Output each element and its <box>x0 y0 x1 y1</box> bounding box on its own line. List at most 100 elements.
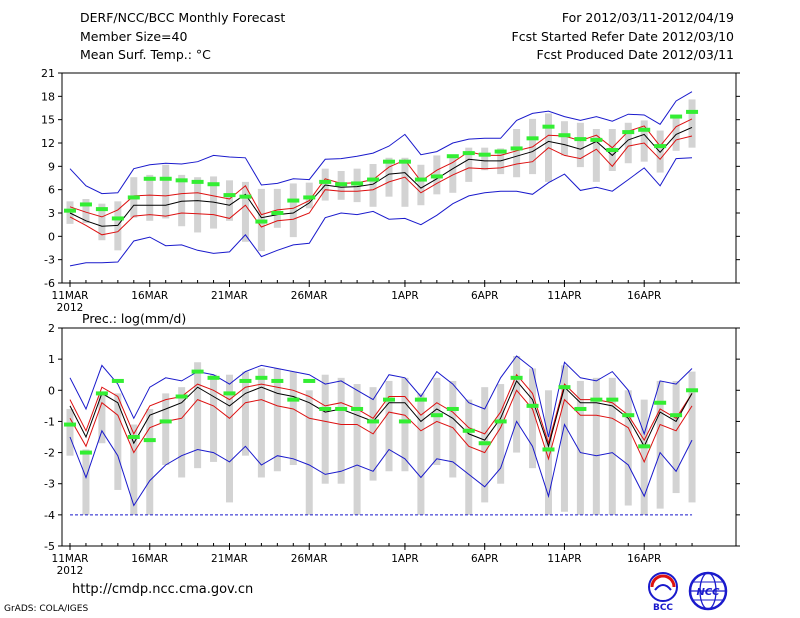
temp-xtick-label-11APR: 11APR <box>547 290 581 302</box>
temp-climatology-mark-day-27 <box>478 152 491 157</box>
temp-range-box-day-21 <box>385 157 393 197</box>
prec-range-box-day-14 <box>273 368 281 472</box>
prec-xtick-label-6APR: 6APR <box>471 553 499 565</box>
prec-climatology-mark-day-17 <box>319 406 332 411</box>
temp-p75-line <box>69 118 693 218</box>
prec-xtick-label-16APR: 16APR <box>627 553 661 565</box>
ncc-logo-text: NCC <box>696 587 720 598</box>
prec-range-box-day-19 <box>353 384 361 515</box>
prec-xtick-label-16MAR: 16MAR <box>131 553 168 565</box>
prec-climatology-mark-day-39 <box>670 413 683 418</box>
prec-range-box-day-12 <box>241 371 249 456</box>
prec-p75-line <box>69 373 693 445</box>
temp-range-box-day-32 <box>560 121 568 156</box>
bcc-logo: BCC <box>648 572 678 612</box>
temp-climatology-mark-day-35 <box>606 148 619 152</box>
prec-climatology-mark-day-34 <box>590 397 603 402</box>
prec-ytick-label--4: -4 <box>44 509 55 522</box>
prec-xtick-label-21MAR: 21MAR <box>211 553 248 565</box>
source-url[interactable]: http://cmdp.ncc.cma.gov.cn <box>72 582 254 597</box>
temp-ytick-label-18: 18 <box>41 90 55 103</box>
temp-ytick-label-6: 6 <box>48 184 55 197</box>
start-date: Fcst Started Refer Date 2012/03/10 <box>511 29 735 44</box>
temp-plot-frame <box>61 72 737 284</box>
temp-climatology-mark-day-6 <box>143 176 156 181</box>
prec-climatology-mark-day-40 <box>686 388 699 393</box>
temp-xtick-year-label: 2012 <box>57 302 84 314</box>
chart-title: DERF/NCC/BCC Monthly Forecast <box>80 10 286 25</box>
prec-median-line <box>69 379 693 449</box>
prec-climatology-mark-day-31 <box>542 447 555 452</box>
temp-climatology-mark-day-31 <box>542 124 555 129</box>
temp-range-box-day-14 <box>273 188 281 228</box>
prec-climatology-mark-day-25 <box>446 406 459 411</box>
temp-ytick-label-0: 0 <box>48 230 55 243</box>
prec-range-box-day-15 <box>289 371 297 466</box>
prec-climatology-mark-day-3 <box>95 391 108 396</box>
prec-min-line <box>69 420 693 507</box>
temp-climatology-mark-day-11 <box>223 193 236 198</box>
prec-range-box-day-37 <box>640 399 648 515</box>
prec-range-box-day-38 <box>656 380 664 509</box>
temp-climatology-mark-day-32 <box>558 133 571 138</box>
prec-climatology-mark-day-22 <box>398 419 411 424</box>
prec-max-line <box>69 355 693 438</box>
temp-climatology-mark-day-25 <box>446 154 459 159</box>
temp-range-box-day-39 <box>672 115 680 151</box>
prec-climatology-mark-day-1 <box>64 422 76 427</box>
temp-climatology-mark-day-34 <box>590 137 603 142</box>
prec-climatology-mark-day-23 <box>414 397 427 402</box>
member-size: Member Size=40 <box>80 29 188 44</box>
temp-climatology-mark-day-37 <box>638 127 651 132</box>
temp-climatology-mark-day-39 <box>670 114 683 119</box>
temp-range-box-day-15 <box>289 183 297 238</box>
prec-climatology-mark-day-21 <box>383 397 395 402</box>
prec-range-box-day-22 <box>401 377 409 472</box>
temp-climatology-mark-day-4 <box>111 216 124 221</box>
temp-min-line <box>69 157 693 267</box>
prec-climatology-mark-day-27 <box>478 441 491 446</box>
temp-range-box-day-7 <box>162 164 170 219</box>
bcc-logo-text: BCC <box>653 603 673 612</box>
temp-climatology-mark-day-19 <box>351 181 364 186</box>
prec-climatology-mark-day-36 <box>622 413 635 418</box>
temp-climatology-mark-day-29 <box>510 146 523 151</box>
prec-climatology-mark-day-28 <box>494 419 507 424</box>
prec-range-box-day-23 <box>417 393 425 515</box>
temp-range-box-day-3 <box>98 203 106 241</box>
prec-ytick-label--3: -3 <box>44 478 55 491</box>
prec-range-box-day-11 <box>226 374 233 503</box>
prec-ytick-label--5: -5 <box>44 540 55 553</box>
prec-range-box-day-30 <box>529 368 537 469</box>
prec-climatology-mark-day-10 <box>207 375 220 380</box>
temp-climatology-mark-day-13 <box>255 219 268 224</box>
temp-range-box-day-34 <box>592 129 600 182</box>
temp-range-box-day-36 <box>624 122 632 164</box>
temp-range-box-day-23 <box>417 164 425 206</box>
prec-range-box-day-28 <box>497 384 505 484</box>
prec-xtick-label-11APR: 11APR <box>547 553 581 565</box>
temp-climatology-mark-day-30 <box>526 136 539 141</box>
prec-xtick-year-label: 2012 <box>57 565 84 577</box>
temp-climatology-mark-day-22 <box>398 159 411 164</box>
temp-climatology-mark-day-23 <box>414 177 427 182</box>
prec-range-box-day-2 <box>82 449 90 515</box>
prec-climatology-mark-day-18 <box>335 406 348 411</box>
temp-max-line <box>69 91 693 195</box>
temp-climatology-mark-day-2 <box>79 202 92 207</box>
prec-range-box-day-35 <box>608 377 616 515</box>
temp-climatology-mark-day-26 <box>462 151 475 156</box>
prec-climatology-mark-day-32 <box>558 385 571 390</box>
temp-ytick-label--3: -3 <box>44 254 55 267</box>
temp-climatology-mark-day-14 <box>271 211 284 215</box>
prec-range-box-day-31 <box>545 390 552 515</box>
prec-range-box-day-40 <box>688 371 696 503</box>
temp-ytick-label-21: 21 <box>41 67 55 80</box>
prec-climatology-mark-day-38 <box>654 400 667 405</box>
temp-p25-line <box>69 135 693 236</box>
temp-ytick-label-12: 12 <box>41 137 55 150</box>
prec-range-box-day-26 <box>465 399 473 515</box>
temp-xtick-label-16APR: 16APR <box>627 290 661 302</box>
